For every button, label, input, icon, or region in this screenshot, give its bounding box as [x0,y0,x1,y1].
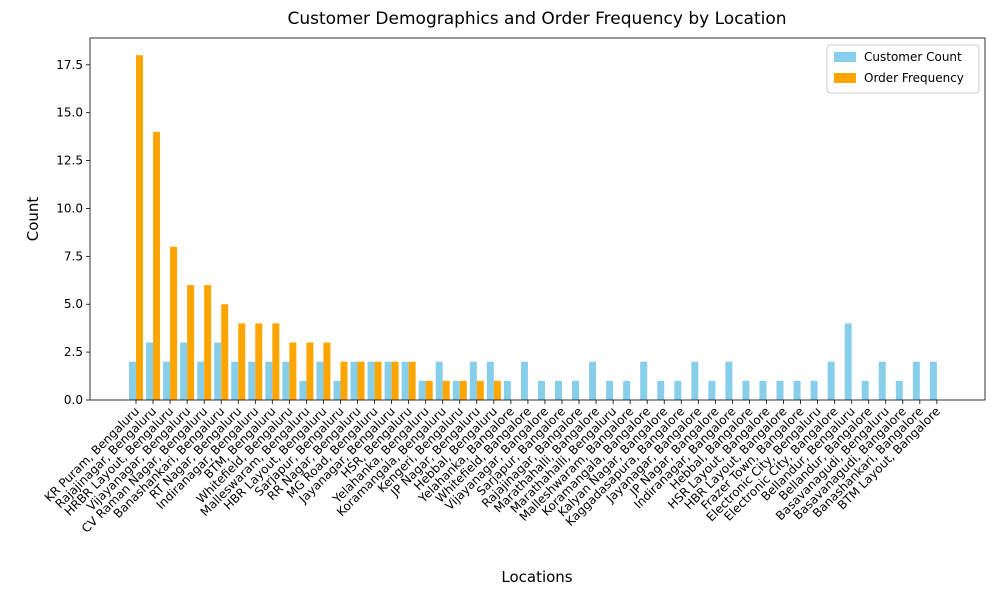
plot-frame [89,37,986,401]
bar [384,361,392,400]
bar [146,342,154,400]
bar [503,380,511,400]
bar [691,361,699,400]
bar [776,380,784,400]
bar [623,380,631,400]
bar [408,361,416,400]
bar [425,380,433,400]
bar [170,246,178,400]
bar [323,342,331,400]
legend-label: Customer Count [864,50,962,64]
bar [725,361,733,400]
bar [197,361,205,400]
bar [844,323,852,400]
bar [929,361,937,400]
y-tick-label: 12.5 [56,154,83,168]
y-tick-label: 7.5 [64,249,83,263]
bar [401,361,409,400]
bar [418,380,426,400]
bar [742,380,750,400]
bar [272,323,280,400]
bar [912,361,920,400]
bar [282,361,290,400]
y-tick-label: 2.5 [64,345,83,359]
bar [221,304,229,400]
bar [187,285,195,400]
legend-label: Order Frequency [864,71,964,85]
bar [129,361,136,400]
bar [476,380,484,400]
bar [674,380,682,400]
y-tick-label: 5.0 [64,297,83,311]
bar [452,380,460,400]
bar [391,361,399,400]
y-tick-label: 10.0 [56,201,83,215]
bar [493,380,501,400]
bar [357,361,365,400]
bar [589,361,597,400]
bar [793,380,801,400]
y-axis-label: Count [24,197,42,242]
bar [572,380,580,400]
bar [204,285,212,400]
bar [248,361,256,400]
bar [153,131,161,400]
bar [555,380,562,400]
bar [350,361,358,400]
bar [163,361,171,400]
bar [861,380,869,400]
bar [827,361,835,400]
y-tick-label: 15.0 [56,106,83,120]
x-axis-label: Locations [501,568,572,586]
bar [214,342,222,400]
bar [136,55,143,400]
bar [657,380,665,400]
bar [520,361,528,400]
bar [708,380,716,400]
bar [640,361,648,400]
bar [895,380,903,400]
bar [289,342,297,400]
legend-swatch [834,52,856,62]
bar [367,361,375,400]
bar [442,380,450,400]
bar [810,380,818,400]
bar [435,361,443,400]
bar [486,361,494,400]
bar [878,361,886,400]
bar [459,380,467,400]
y-tick-label: 0.0 [64,393,83,407]
bar [299,380,307,400]
legend-box [826,44,980,94]
legend-swatch [834,73,856,83]
bar [333,380,341,400]
y-tick-label: 17.5 [56,58,83,72]
bar [306,342,314,400]
bar [340,361,348,400]
bar [180,342,188,400]
bar [537,380,545,400]
chart-title: Customer Demographics and Order Frequenc… [287,9,786,29]
bar [606,380,614,400]
bar [316,361,324,400]
bar [374,361,382,400]
bar [238,323,246,400]
bar [255,323,263,400]
bar [469,361,477,400]
bar [759,380,767,400]
bar [231,361,239,400]
bar [265,361,273,400]
